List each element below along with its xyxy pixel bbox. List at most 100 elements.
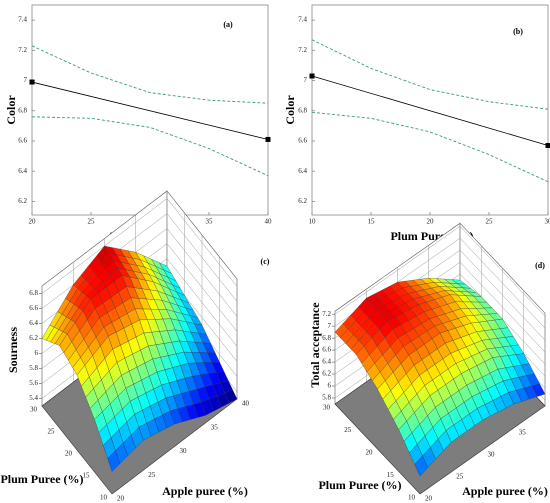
- panel-label: (c): [261, 257, 270, 266]
- z-tick-label: 7.2: [322, 310, 331, 318]
- y-tick-label: 6.2: [18, 197, 27, 205]
- point-marker: [309, 73, 315, 79]
- y-axis-label: Color: [283, 95, 297, 125]
- panel-label: (a): [223, 20, 233, 29]
- x-tick-label: 20: [29, 218, 37, 226]
- z-tick-label: 6.4: [29, 319, 38, 327]
- x-tick-label: 40: [242, 400, 250, 408]
- x-tick-label: 15: [368, 218, 376, 226]
- y-tick-label: 7: [304, 76, 308, 84]
- surface-patch: [439, 322, 493, 374]
- z-tick-label: 5.8: [322, 394, 331, 402]
- x-axis-label: Apple puree (%): [162, 484, 248, 498]
- y-axis-label: Plum Puree (%): [318, 478, 401, 492]
- y-tick-label: 6.6: [18, 137, 27, 145]
- y-tick-label: 7.2: [298, 46, 307, 54]
- z-tick-label: 5.6: [29, 379, 38, 387]
- y-tick-label: 6.6: [298, 137, 307, 145]
- point-marker: [265, 136, 271, 142]
- y-tick-label: 6.4: [298, 167, 307, 175]
- surface-patch: [125, 371, 175, 441]
- x-tick-label: 25: [148, 471, 156, 479]
- surface-cell: [107, 450, 120, 472]
- z-tick-label: 5.8: [29, 364, 38, 372]
- x-tick-label: 20: [117, 495, 125, 503]
- y-tick-label: 20: [366, 449, 374, 457]
- y-tick-label: 6.8: [298, 106, 307, 114]
- z-tick-label: 6.4: [322, 358, 331, 366]
- plot-frame: [31, 4, 269, 216]
- surface-patch: [156, 363, 206, 425]
- y-tick-label: 7.2: [18, 46, 27, 54]
- confidence-band: [311, 111, 549, 183]
- fitted-line: [311, 75, 549, 146]
- z-tick-label: 6.8: [322, 334, 331, 342]
- panel-label: (d): [535, 261, 545, 270]
- x-tick-label: 40: [265, 218, 273, 226]
- point-marker: [29, 79, 35, 85]
- y-tick-label: 25: [344, 426, 352, 434]
- x-tick-label: 30: [180, 447, 188, 455]
- y-tick-label: 20: [65, 450, 73, 458]
- z-tick-label: 5.4: [29, 394, 38, 402]
- surface-patch: [334, 297, 388, 355]
- surface-patch: [449, 294, 503, 324]
- surface-patch: [398, 395, 452, 477]
- x-tick-label: 30: [488, 451, 496, 459]
- surface-cell: [414, 455, 428, 477]
- confidence-band: [31, 45, 269, 104]
- x-tick-label: 35: [211, 423, 219, 431]
- z-axis-label: Total acceptance: [308, 302, 322, 388]
- surface-patch: [387, 304, 441, 356]
- y-tick-label: 25: [48, 428, 56, 436]
- surface-patch: [397, 277, 451, 305]
- z-tick-label: 6.6: [29, 304, 38, 312]
- surface-patch: [428, 277, 482, 297]
- surface-patch: [471, 318, 524, 358]
- z-tick-label: 7: [328, 322, 332, 330]
- y-axis-label: Plum Puree (%): [0, 472, 83, 486]
- y-tick-label: 6.8: [18, 106, 27, 114]
- y-tick-label: 30: [30, 406, 38, 414]
- surface-patch: [135, 251, 185, 296]
- z-tick-label: 6.8: [29, 289, 38, 297]
- x-tick-label: 25: [88, 218, 96, 226]
- z-tick-label: 6: [328, 382, 332, 390]
- y-tick-label: 15: [83, 472, 91, 480]
- surface-patch: [429, 373, 483, 443]
- x-tick-label: 30: [545, 218, 550, 226]
- surface-patch: [492, 353, 546, 405]
- x-tick-label: 25: [456, 473, 464, 481]
- x-tick-label: 25: [486, 218, 494, 226]
- z-tick-label: 6.6: [322, 346, 331, 354]
- x-axis-label: Apple puree (%): [462, 484, 548, 498]
- surface-patch: [461, 357, 514, 421]
- y-tick-label: 30: [323, 404, 331, 412]
- plot-frame: [311, 4, 549, 216]
- y-tick-label: 7.4: [298, 16, 307, 24]
- y-axis-label: Color: [4, 95, 18, 125]
- surface-patch: [76, 335, 126, 420]
- surface-patch: [366, 281, 419, 321]
- x-tick-label: 20: [425, 495, 433, 503]
- y-tick-label: 15: [387, 471, 395, 479]
- confidence-band: [31, 116, 269, 177]
- z-tick-label: 6.2: [322, 370, 331, 378]
- confidence-band: [311, 39, 549, 110]
- surface-patch: [90, 275, 140, 337]
- y-tick-label: 6.4: [18, 167, 27, 175]
- x-tick-label: 20: [427, 218, 435, 226]
- surface-patch: [356, 320, 409, 390]
- fitted-line: [31, 81, 269, 140]
- z-tick-label: 6.2: [29, 334, 38, 342]
- y-tick-label: 10: [100, 494, 108, 502]
- y-tick-label: 7: [24, 76, 28, 84]
- surface-patch: [104, 245, 154, 282]
- surface-patch: [170, 318, 220, 364]
- x-tick-label: 35: [519, 429, 527, 437]
- surface-patch: [73, 245, 123, 300]
- z-axis-label: Sourness: [6, 327, 20, 373]
- y-tick-label: 6.2: [298, 197, 307, 205]
- surface-patch: [418, 294, 472, 334]
